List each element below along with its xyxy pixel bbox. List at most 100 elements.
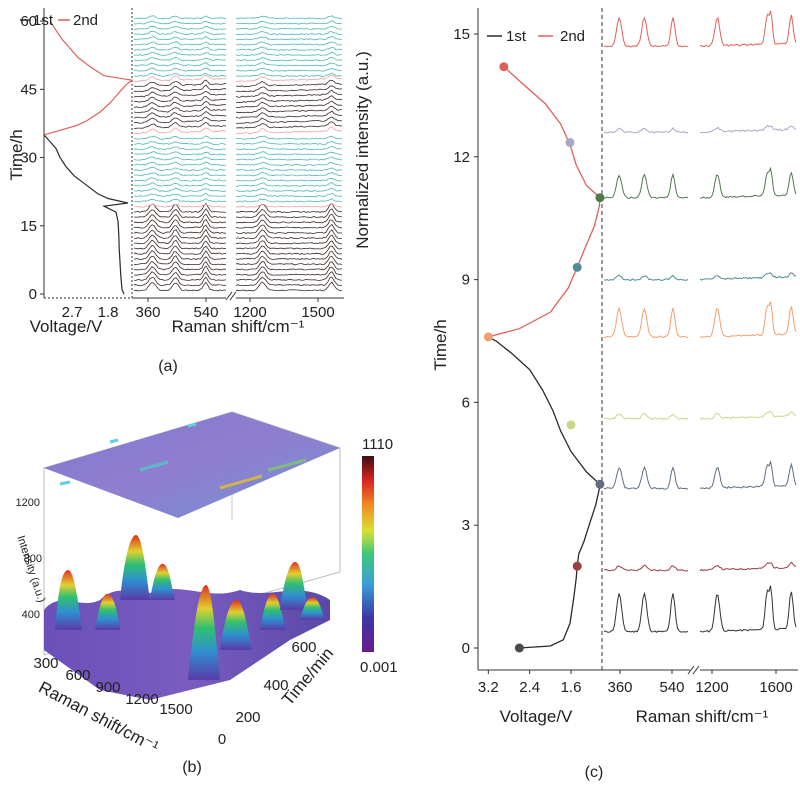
sample-marker (499, 62, 509, 72)
colorbar-min: 0.001 (360, 659, 398, 676)
raman-tick-label: 540 (193, 304, 218, 321)
spectrum-trace (235, 85, 343, 93)
spectrum-trace (235, 156, 343, 161)
spectrum-trace (133, 202, 227, 213)
spectrum-trace (133, 84, 226, 93)
spectrum-trace (235, 20, 343, 25)
spectrum-trace (133, 187, 227, 192)
spectrum-trace (133, 79, 227, 88)
spectrum-trace (603, 564, 689, 572)
sample-marker (483, 332, 493, 342)
spectrum-trace (235, 240, 343, 250)
spectrum-trace (133, 239, 227, 250)
spectrum-trace (235, 203, 343, 213)
spectrum-trace (133, 121, 227, 129)
spectrum-trace (133, 281, 227, 292)
x-tick-label: 900 (95, 679, 120, 696)
spectrum-trace (133, 20, 227, 25)
panel-a-caption: (a) (158, 358, 178, 375)
panel-c: 0 3 6 9 12 15 3.2 2.4 1.6 360 540 1200 1600 1st 2n… (431, 8, 798, 781)
z-tick-label: 400 (22, 609, 40, 621)
panel-c-y-label: Time/h (431, 319, 450, 370)
spectrum-trace (603, 412, 689, 421)
spectrum-trace (235, 266, 343, 276)
spectrum-trace (133, 74, 227, 82)
y-tick-label: 15 (20, 218, 37, 235)
panel-c-y-ticks: 0 3 6 9 12 15 (453, 26, 478, 657)
panel-a-voltage-curves (43, 20, 134, 295)
spectrum-trace (133, 25, 227, 30)
spectrum-trace (134, 67, 227, 72)
voltage-curve-1st (43, 134, 129, 295)
spectrum-trace (235, 229, 343, 240)
legend-2nd: 2nd (560, 28, 585, 45)
spectrum-trace (235, 203, 343, 208)
spectrum-trace (235, 30, 343, 36)
spectrum-trace (133, 228, 227, 240)
spectrum-trace (235, 121, 343, 129)
spectrum-trace (133, 213, 227, 224)
spectrum-trace (235, 271, 343, 281)
spectrum-trace (603, 126, 689, 134)
spectrum-trace (235, 261, 342, 271)
sample-marker (595, 193, 605, 203)
spectrum-trace (235, 79, 343, 88)
panel-c-voltage-curves (487, 66, 601, 649)
spectrum-trace (603, 274, 689, 281)
y-tick-label: 3 (462, 517, 470, 534)
spectrum-trace (134, 208, 227, 219)
spectrum-trace (133, 271, 227, 281)
sample-marker (566, 420, 576, 430)
spectrum-trace (699, 272, 797, 281)
spectrum-trace (133, 15, 227, 20)
panel-a-spectra (133, 15, 343, 292)
panel-c-raman-ticks: 360 540 1200 1600 (607, 670, 793, 696)
spectrum-trace (235, 234, 342, 245)
panel-c-raman-label: Raman shift/cm⁻¹ (636, 707, 769, 726)
panel-a-voltage-label: Voltage/V (30, 317, 103, 336)
panel-c-voltage-ticks: 3.2 2.4 1.6 (478, 670, 582, 696)
spectrum-trace (235, 105, 342, 114)
panel-b-surface (44, 535, 330, 700)
spectrum-trace (699, 585, 797, 633)
sample-marker (572, 561, 582, 571)
voltage-tick-label: 1.8 (98, 304, 119, 321)
raman-tick-label: 1200 (695, 679, 728, 696)
y-tick-label: 12 (453, 149, 470, 166)
spectrum-trace (236, 41, 343, 46)
spectrum-trace (133, 56, 227, 62)
panel-c-legend: 1st 2nd (487, 28, 585, 45)
panel-c-voltage-label: Voltage/V (500, 707, 573, 726)
legend-1st: 1st (33, 12, 54, 29)
panel-c-markers (483, 62, 605, 653)
panel-a-intensity-label: Normalized intensity (a.u.) (353, 51, 372, 248)
spectrum-trace (700, 124, 797, 134)
panel-b-top-plane (44, 412, 340, 518)
spectrum-trace (603, 16, 689, 48)
spectrum-trace (235, 116, 343, 124)
spectrum-trace (603, 465, 689, 490)
spectrum-trace (133, 260, 227, 271)
spectrum-trace (133, 224, 226, 234)
panel-b-caption: (b) (182, 759, 202, 776)
spectrum-trace (133, 127, 227, 135)
spectrum-trace (133, 111, 226, 119)
colorbar-max: 1110 (362, 436, 393, 453)
spectrum-trace (133, 198, 227, 203)
legend-1st: 1st (506, 28, 527, 45)
panel-a-axis-break (225, 8, 237, 301)
spectrum-trace (133, 172, 227, 177)
spectrum-trace (133, 116, 226, 124)
voltage-tick-label: 3.2 (478, 679, 499, 696)
spectrum-trace (235, 255, 343, 266)
spectrum-trace (133, 177, 227, 182)
time-tick-label: 200 (235, 709, 260, 726)
spectrum-trace (133, 244, 226, 255)
spectrum-trace (133, 90, 227, 98)
voltage-tick-label: 1.6 (561, 679, 582, 696)
x-tick-label: 1500 (159, 701, 192, 718)
spectrum-trace (235, 213, 343, 224)
